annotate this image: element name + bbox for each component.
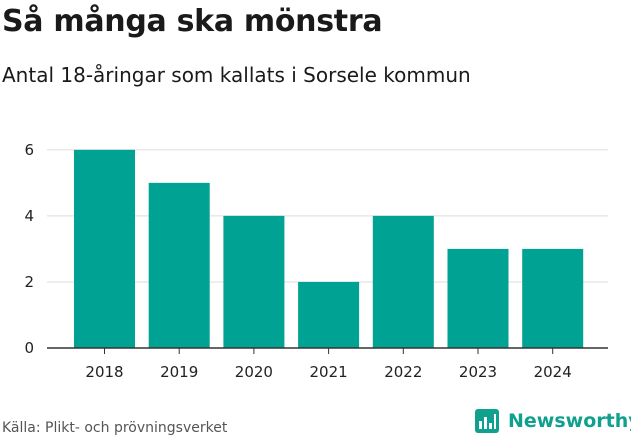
bar-2023 xyxy=(447,248,509,348)
bars xyxy=(74,149,584,348)
x-tick-label-2020: 2020 xyxy=(235,363,273,381)
chart-subtitle: Antal 18-åringar som kallats i Sorsele k… xyxy=(2,63,471,87)
y-tick-label-4: 4 xyxy=(24,207,34,225)
bar-2022 xyxy=(372,215,434,348)
x-tick-label-2021: 2021 xyxy=(310,363,348,381)
x-tick-label-2018: 2018 xyxy=(85,363,123,381)
x-tick-label-2019: 2019 xyxy=(160,363,198,381)
bar-2021 xyxy=(298,281,360,348)
y-tick-label-6: 6 xyxy=(24,141,34,159)
axes: 0 2 4 6 2018 2019 2020 2021 2022 2023 2024 xyxy=(24,141,608,381)
chart-title: Så många ska mönstra xyxy=(2,4,383,39)
bar-2019 xyxy=(148,182,210,348)
bar-2018 xyxy=(74,149,135,348)
y-tick-label-2: 2 xyxy=(24,273,34,291)
x-tick-label-2023: 2023 xyxy=(459,363,497,381)
x-tick-label-2024: 2024 xyxy=(534,363,572,381)
brand-name: Newsworthy xyxy=(508,410,631,432)
bar-2020 xyxy=(223,215,285,348)
bar-2024 xyxy=(522,248,584,348)
x-tick-label-2022: 2022 xyxy=(384,363,422,381)
source-note: Källa: Plikt- och prövningsverket xyxy=(2,420,228,436)
bar-chart-logo-icon xyxy=(475,409,499,433)
brand-logo: Newsworthy xyxy=(474,408,631,434)
bar-chart: 0 2 4 6 2018 2019 2020 2021 2022 2023 2024 xyxy=(24,141,608,381)
y-tick-label-0: 0 xyxy=(24,339,34,357)
